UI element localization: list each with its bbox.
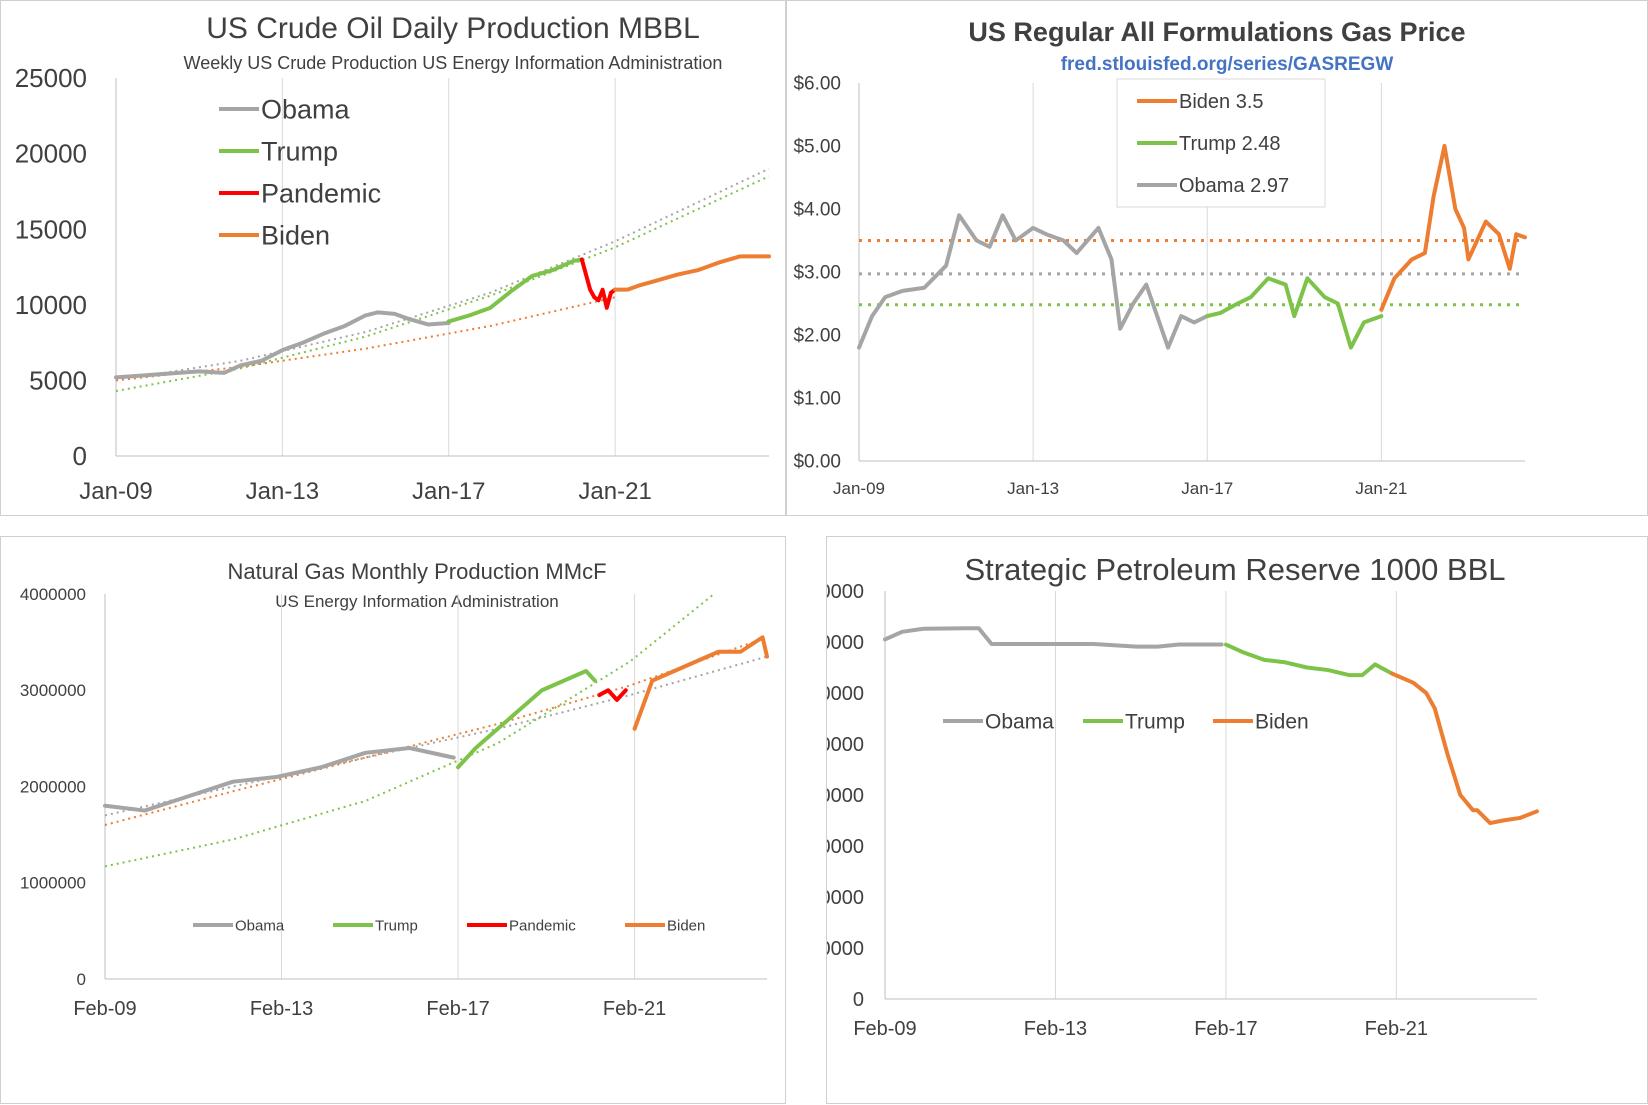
crude-oil-chart: US Crude Oil Daily Production MBBL Weekl… xyxy=(15,12,771,505)
legend-label: Biden xyxy=(261,220,330,250)
series-line-obama xyxy=(857,213,1210,350)
legend-label: Obama xyxy=(235,917,285,934)
x-tick-label: Jan-13 xyxy=(246,478,319,505)
legend-label: Biden 3.5 xyxy=(1179,91,1264,113)
y-tick-label: $4.00 xyxy=(793,200,841,221)
plot-area: 0 1000000 2000000 3000000 4000000 Feb-09 Feb-1… xyxy=(20,585,769,1020)
trendline xyxy=(104,593,715,868)
chart-title: US Crude Oil Daily Production MBBL xyxy=(206,12,700,45)
series-line-biden xyxy=(1390,671,1539,826)
y-tick-label: 0 xyxy=(77,970,86,989)
legend-label: Biden xyxy=(1255,710,1309,733)
x-tick-label: Feb-09 xyxy=(853,1018,916,1040)
y-tick-label: 10000 xyxy=(15,290,87,320)
legend-label: Trump xyxy=(1125,710,1185,733)
series-line-trump xyxy=(456,669,597,770)
legend-label: Trump 2.48 xyxy=(1179,133,1281,155)
x-tick-label: Feb-13 xyxy=(250,998,313,1020)
x-tick-label: Feb-13 xyxy=(1024,1018,1087,1040)
gas-price-chart: US Regular All Formulations Gas Price fr… xyxy=(793,17,1527,498)
series-line-pandemic xyxy=(579,257,618,310)
crude-oil-chart-panel: US Crude Oil Daily Production MBBL Weekl… xyxy=(0,0,786,516)
y-tick-label: 700000 xyxy=(827,632,864,654)
x-tick-label: Jan-09 xyxy=(833,479,885,498)
series-line-pandemic xyxy=(597,688,628,702)
series-line-biden xyxy=(1379,144,1527,312)
y-tick-label: 3000000 xyxy=(20,681,86,700)
spr-chart-panel: Strategic Petroleum Reserve 1000 BBL 0 10… xyxy=(826,536,1648,1104)
legend-label: Pandemic xyxy=(261,178,381,208)
y-tick-label: 600000 xyxy=(827,683,864,705)
legend-label: Obama xyxy=(985,710,1054,733)
natural-gas-chart: Natural Gas Monthly Production MMcF US E… xyxy=(20,559,769,1020)
legend-label: Trump xyxy=(375,917,418,934)
gas-price-chart-panel: US Regular All Formulations Gas Price fr… xyxy=(786,0,1648,516)
series-line-obama xyxy=(103,746,456,813)
legend-label: Obama 2.97 xyxy=(1179,175,1289,197)
x-tick-label: Jan-21 xyxy=(1355,479,1407,498)
y-tick-label: 800000 xyxy=(827,581,864,603)
x-tick-label: Feb-17 xyxy=(1194,1018,1257,1040)
series-line-biden xyxy=(632,635,769,731)
trendline xyxy=(115,296,616,382)
y-tick-label: 0 xyxy=(73,441,87,471)
series-line-obama xyxy=(883,626,1224,649)
y-tick-label: 5000 xyxy=(29,366,87,396)
x-tick-label: Jan-17 xyxy=(412,478,485,505)
x-tick-label: Jan-09 xyxy=(79,478,152,505)
natural-gas-chart-panel: Natural Gas Monthly Production MMcF US E… xyxy=(0,536,786,1104)
chart-subtitle: Weekly US Crude Production US Energy Inf… xyxy=(184,53,723,73)
legend-label: Pandemic xyxy=(509,917,576,934)
series-line-trump xyxy=(446,257,584,324)
y-tick-label: 200000 xyxy=(827,887,864,909)
x-tick-label: Feb-21 xyxy=(1365,1018,1428,1040)
x-tick-label: Feb-09 xyxy=(73,998,136,1020)
y-tick-label: 1000000 xyxy=(20,874,86,893)
y-tick-label: $2.00 xyxy=(793,326,841,347)
y-tick-label: $3.00 xyxy=(793,263,841,284)
plot-area: $0.00 $1.00 $2.00 $3.00 $4.00 $5.00 $6.00 Jan-0… xyxy=(793,74,1527,498)
chart-title: Strategic Petroleum Reserve 1000 BBL xyxy=(964,552,1505,587)
trendline xyxy=(104,636,768,826)
x-tick-label: Jan-13 xyxy=(1007,479,1059,498)
y-tick-label: 4000000 xyxy=(20,585,86,604)
trendline xyxy=(115,167,770,382)
spr-chart: Strategic Petroleum Reserve 1000 BBL 0 10… xyxy=(827,552,1539,1040)
y-tick-label: $1.00 xyxy=(793,389,841,410)
source-link[interactable]: fred.stlouisfed.org/series/GASREGW xyxy=(1061,54,1394,75)
y-tick-label: 500000 xyxy=(827,734,864,756)
series-line-biden xyxy=(613,254,771,292)
legend-label: Obama xyxy=(261,94,351,124)
plot-area: 0 100000 200000 300000 400000 500000 600000 700… xyxy=(827,581,1539,1040)
y-tick-label: 400000 xyxy=(827,785,864,807)
y-tick-label: 100000 xyxy=(827,938,864,960)
y-tick-label: 0 xyxy=(853,989,864,1011)
y-tick-label: $5.00 xyxy=(793,137,841,158)
legend-label: Trump xyxy=(261,136,338,166)
series-line-trump xyxy=(1223,642,1395,678)
y-tick-label: $0.00 xyxy=(793,452,841,473)
y-tick-label: 15000 xyxy=(15,214,87,244)
x-tick-label: Feb-17 xyxy=(426,998,489,1020)
x-tick-label: Jan-17 xyxy=(1181,479,1233,498)
plot-area: 0 5000 10000 15000 20000 25000 Jan-09 Jan-13 Jan… xyxy=(15,63,771,505)
trendline xyxy=(115,175,770,392)
chart-title: Natural Gas Monthly Production MMcF xyxy=(227,559,606,584)
x-tick-label: Jan-21 xyxy=(578,478,651,505)
chart-title: US Regular All Formulations Gas Price xyxy=(968,17,1465,47)
series-line-obama xyxy=(114,310,451,380)
series-line-trump xyxy=(1205,276,1384,350)
y-tick-label: 25000 xyxy=(15,63,87,93)
chart-subtitle: US Energy Information Administration xyxy=(275,592,558,611)
trendline xyxy=(104,655,768,817)
x-tick-label: Feb-21 xyxy=(603,998,666,1020)
y-tick-label: 2000000 xyxy=(20,777,86,796)
y-tick-label: 300000 xyxy=(827,836,864,858)
y-tick-label: $6.00 xyxy=(793,74,841,95)
legend-label: Biden xyxy=(667,917,705,934)
y-tick-label: 20000 xyxy=(15,139,87,169)
